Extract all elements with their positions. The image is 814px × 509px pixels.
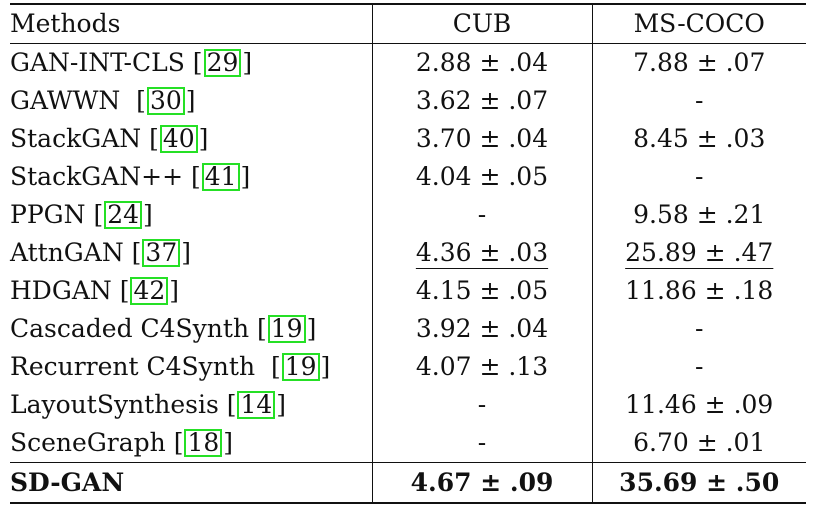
- table-row: PPGN [24] - 9.58 ± .21: [10, 196, 806, 234]
- method-name: GAN-INT-CLS: [10, 48, 185, 77]
- coco-score: -: [591, 158, 806, 196]
- method-cell: AttnGAN [37]: [10, 238, 191, 267]
- method-name: SD-GAN: [10, 462, 372, 504]
- table-row: SceneGraph [18] - 6.70 ± .01: [10, 424, 806, 463]
- method-cell: StackGAN++ [41]: [10, 162, 251, 191]
- cub-score: 4.15 ± .05: [371, 272, 592, 310]
- citation-link[interactable]: 37: [142, 239, 181, 267]
- table-row: GAN-INT-CLS [29] 2.88 ± .04 7.88 ± .07: [10, 43, 806, 82]
- citation-link[interactable]: 29: [203, 49, 242, 77]
- cub-score: 4.07 ± .13: [371, 348, 592, 386]
- underlined-score: 4.36 ± .03: [415, 238, 549, 267]
- coco-score-best: 35.69 ± .50: [591, 462, 806, 504]
- method-cell: GAWWN [30]: [10, 86, 196, 115]
- method-cell: Recurrent C4Synth [19]: [10, 352, 331, 381]
- underlined-score: 25.89 ± .47: [625, 238, 774, 267]
- sd-gan-row: SD-GAN 4.67 ± .09 35.69 ± .50: [10, 462, 806, 504]
- header-cub: CUB: [371, 3, 592, 44]
- method-cell: SceneGraph [18]: [10, 428, 234, 457]
- coco-score: -: [591, 82, 806, 120]
- citation-link[interactable]: 40: [159, 125, 198, 153]
- method-name: HDGAN: [10, 276, 112, 305]
- table-row: GAWWN [30] 3.62 ± .07 -: [10, 82, 806, 120]
- table-row: StackGAN++ [41] 4.04 ± .05 -: [10, 158, 806, 196]
- table-row: AttnGAN [37] 4.36 ± .03 25.89 ± .47: [10, 234, 806, 272]
- table-row: LayoutSynthesis [14] - 11.46 ± .09: [10, 386, 806, 424]
- cub-score-best: 4.67 ± .09: [371, 462, 592, 504]
- coco-score: 11.46 ± .09: [591, 386, 806, 424]
- method-cell: PPGN [24]: [10, 200, 153, 229]
- header-row: Methods CUB MS-COCO: [10, 3, 806, 44]
- citation-link[interactable]: 42: [130, 277, 169, 305]
- table-row: Recurrent C4Synth [19] 4.07 ± .13 -: [10, 348, 806, 386]
- method-name: SceneGraph: [10, 428, 166, 457]
- method-name: StackGAN++: [10, 162, 184, 191]
- header-ms-coco: MS-COCO: [591, 3, 806, 44]
- method-cell: Cascaded C4Synth [19]: [10, 314, 317, 343]
- coco-score: 11.86 ± .18: [591, 272, 806, 310]
- method-cell: HDGAN [42]: [10, 276, 180, 305]
- cub-score: -: [371, 386, 592, 424]
- table-row: StackGAN [40] 3.70 ± .04 8.45 ± .03: [10, 120, 806, 158]
- cub-score: 4.04 ± .05: [371, 158, 592, 196]
- coco-score: 25.89 ± .47: [591, 234, 806, 272]
- method-name: StackGAN: [10, 124, 142, 153]
- coco-score: -: [591, 310, 806, 348]
- method-name: Cascaded C4Synth: [10, 314, 250, 343]
- cub-score: 4.36 ± .03: [371, 234, 592, 272]
- citation-link[interactable]: 19: [267, 315, 306, 343]
- citation-link[interactable]: 18: [184, 429, 223, 457]
- citation-link[interactable]: 24: [104, 201, 143, 229]
- coco-score: 6.70 ± .01: [591, 424, 806, 463]
- cub-score: 3.92 ± .04: [371, 310, 592, 348]
- cub-score: 3.62 ± .07: [371, 82, 592, 120]
- citation-link[interactable]: 41: [201, 163, 240, 191]
- method-cell: GAN-INT-CLS [29]: [10, 48, 253, 77]
- cub-score: -: [371, 424, 592, 463]
- citation-link[interactable]: 14: [237, 391, 276, 419]
- coco-score: 8.45 ± .03: [591, 120, 806, 158]
- coco-score: 9.58 ± .21: [591, 196, 806, 234]
- table-row: HDGAN [42] 4.15 ± .05 11.86 ± .18: [10, 272, 806, 310]
- method-name: GAWWN: [10, 86, 121, 115]
- coco-score: 7.88 ± .07: [591, 43, 806, 82]
- method-name: LayoutSynthesis: [10, 390, 219, 419]
- coco-score: -: [591, 348, 806, 386]
- cub-score: -: [371, 196, 592, 234]
- cub-score: 2.88 ± .04: [371, 43, 592, 82]
- header-methods: Methods: [10, 3, 372, 44]
- method-cell: StackGAN [40]: [10, 124, 209, 153]
- citation-link[interactable]: 30: [146, 87, 185, 115]
- cub-score: 3.70 ± .04: [371, 120, 592, 158]
- method-name: PPGN: [10, 200, 86, 229]
- table-row: Cascaded C4Synth [19] 3.92 ± .04 -: [10, 310, 806, 348]
- method-name: Recurrent C4Synth: [10, 352, 256, 381]
- method-cell: LayoutSynthesis [14]: [10, 390, 287, 419]
- method-name: AttnGAN: [10, 238, 124, 267]
- results-table: Methods CUB MS-COCO GAN-INT-CLS [29] 2.8…: [10, 3, 806, 504]
- citation-link[interactable]: 19: [281, 353, 320, 381]
